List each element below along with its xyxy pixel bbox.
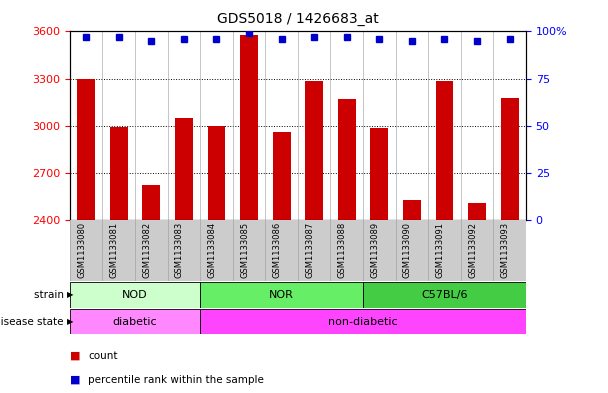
Text: GSM1133084: GSM1133084 (207, 222, 216, 278)
Bar (240, 35, 258, 220)
Text: GSM1133091: GSM1133091 (435, 222, 444, 278)
Text: non-diabetic: non-diabetic (328, 317, 398, 327)
Bar (110, 127, 128, 220)
Text: GSM1133081: GSM1133081 (110, 222, 119, 278)
Bar (77, 79, 95, 220)
Text: GSM1133080: GSM1133080 (77, 222, 86, 278)
Text: strain: strain (33, 290, 67, 300)
Bar (338, 99, 356, 220)
Text: GSM1133090: GSM1133090 (403, 222, 412, 278)
Text: NOD: NOD (122, 290, 148, 300)
Text: C57BL/6: C57BL/6 (421, 290, 468, 300)
Bar (175, 118, 193, 220)
Bar (370, 128, 389, 220)
Text: GSM1133087: GSM1133087 (305, 222, 314, 278)
Text: ■: ■ (70, 351, 84, 361)
Text: ■: ■ (70, 375, 84, 385)
Bar (468, 203, 486, 220)
Bar (363, 282, 526, 308)
Bar (500, 98, 519, 220)
Text: GSM1133086: GSM1133086 (272, 222, 282, 278)
Text: count: count (88, 351, 118, 361)
Text: GDS5018 / 1426683_at: GDS5018 / 1426683_at (217, 11, 379, 26)
Text: NOR: NOR (269, 290, 294, 300)
Text: GSM1133089: GSM1133089 (370, 222, 379, 278)
Bar (435, 81, 454, 220)
Bar (272, 132, 291, 220)
Text: GSM1133093: GSM1133093 (500, 222, 510, 278)
Bar (200, 309, 526, 334)
Bar (403, 200, 421, 220)
Text: GSM1133092: GSM1133092 (468, 222, 477, 278)
Text: GSM1133085: GSM1133085 (240, 222, 249, 278)
Text: GSM1133088: GSM1133088 (338, 222, 347, 278)
Text: diabetic: diabetic (112, 317, 157, 327)
Bar (207, 126, 226, 220)
Bar (305, 81, 323, 220)
Bar (142, 185, 161, 220)
Text: percentile rank within the sample: percentile rank within the sample (88, 375, 264, 385)
Text: ▶: ▶ (67, 290, 74, 299)
Text: GSM1133083: GSM1133083 (175, 222, 184, 278)
Text: ▶: ▶ (67, 317, 74, 326)
Text: disease state: disease state (0, 317, 67, 327)
Bar (200, 282, 363, 308)
Text: GSM1133082: GSM1133082 (142, 222, 151, 278)
Bar (70, 282, 200, 308)
Bar (70, 309, 200, 334)
